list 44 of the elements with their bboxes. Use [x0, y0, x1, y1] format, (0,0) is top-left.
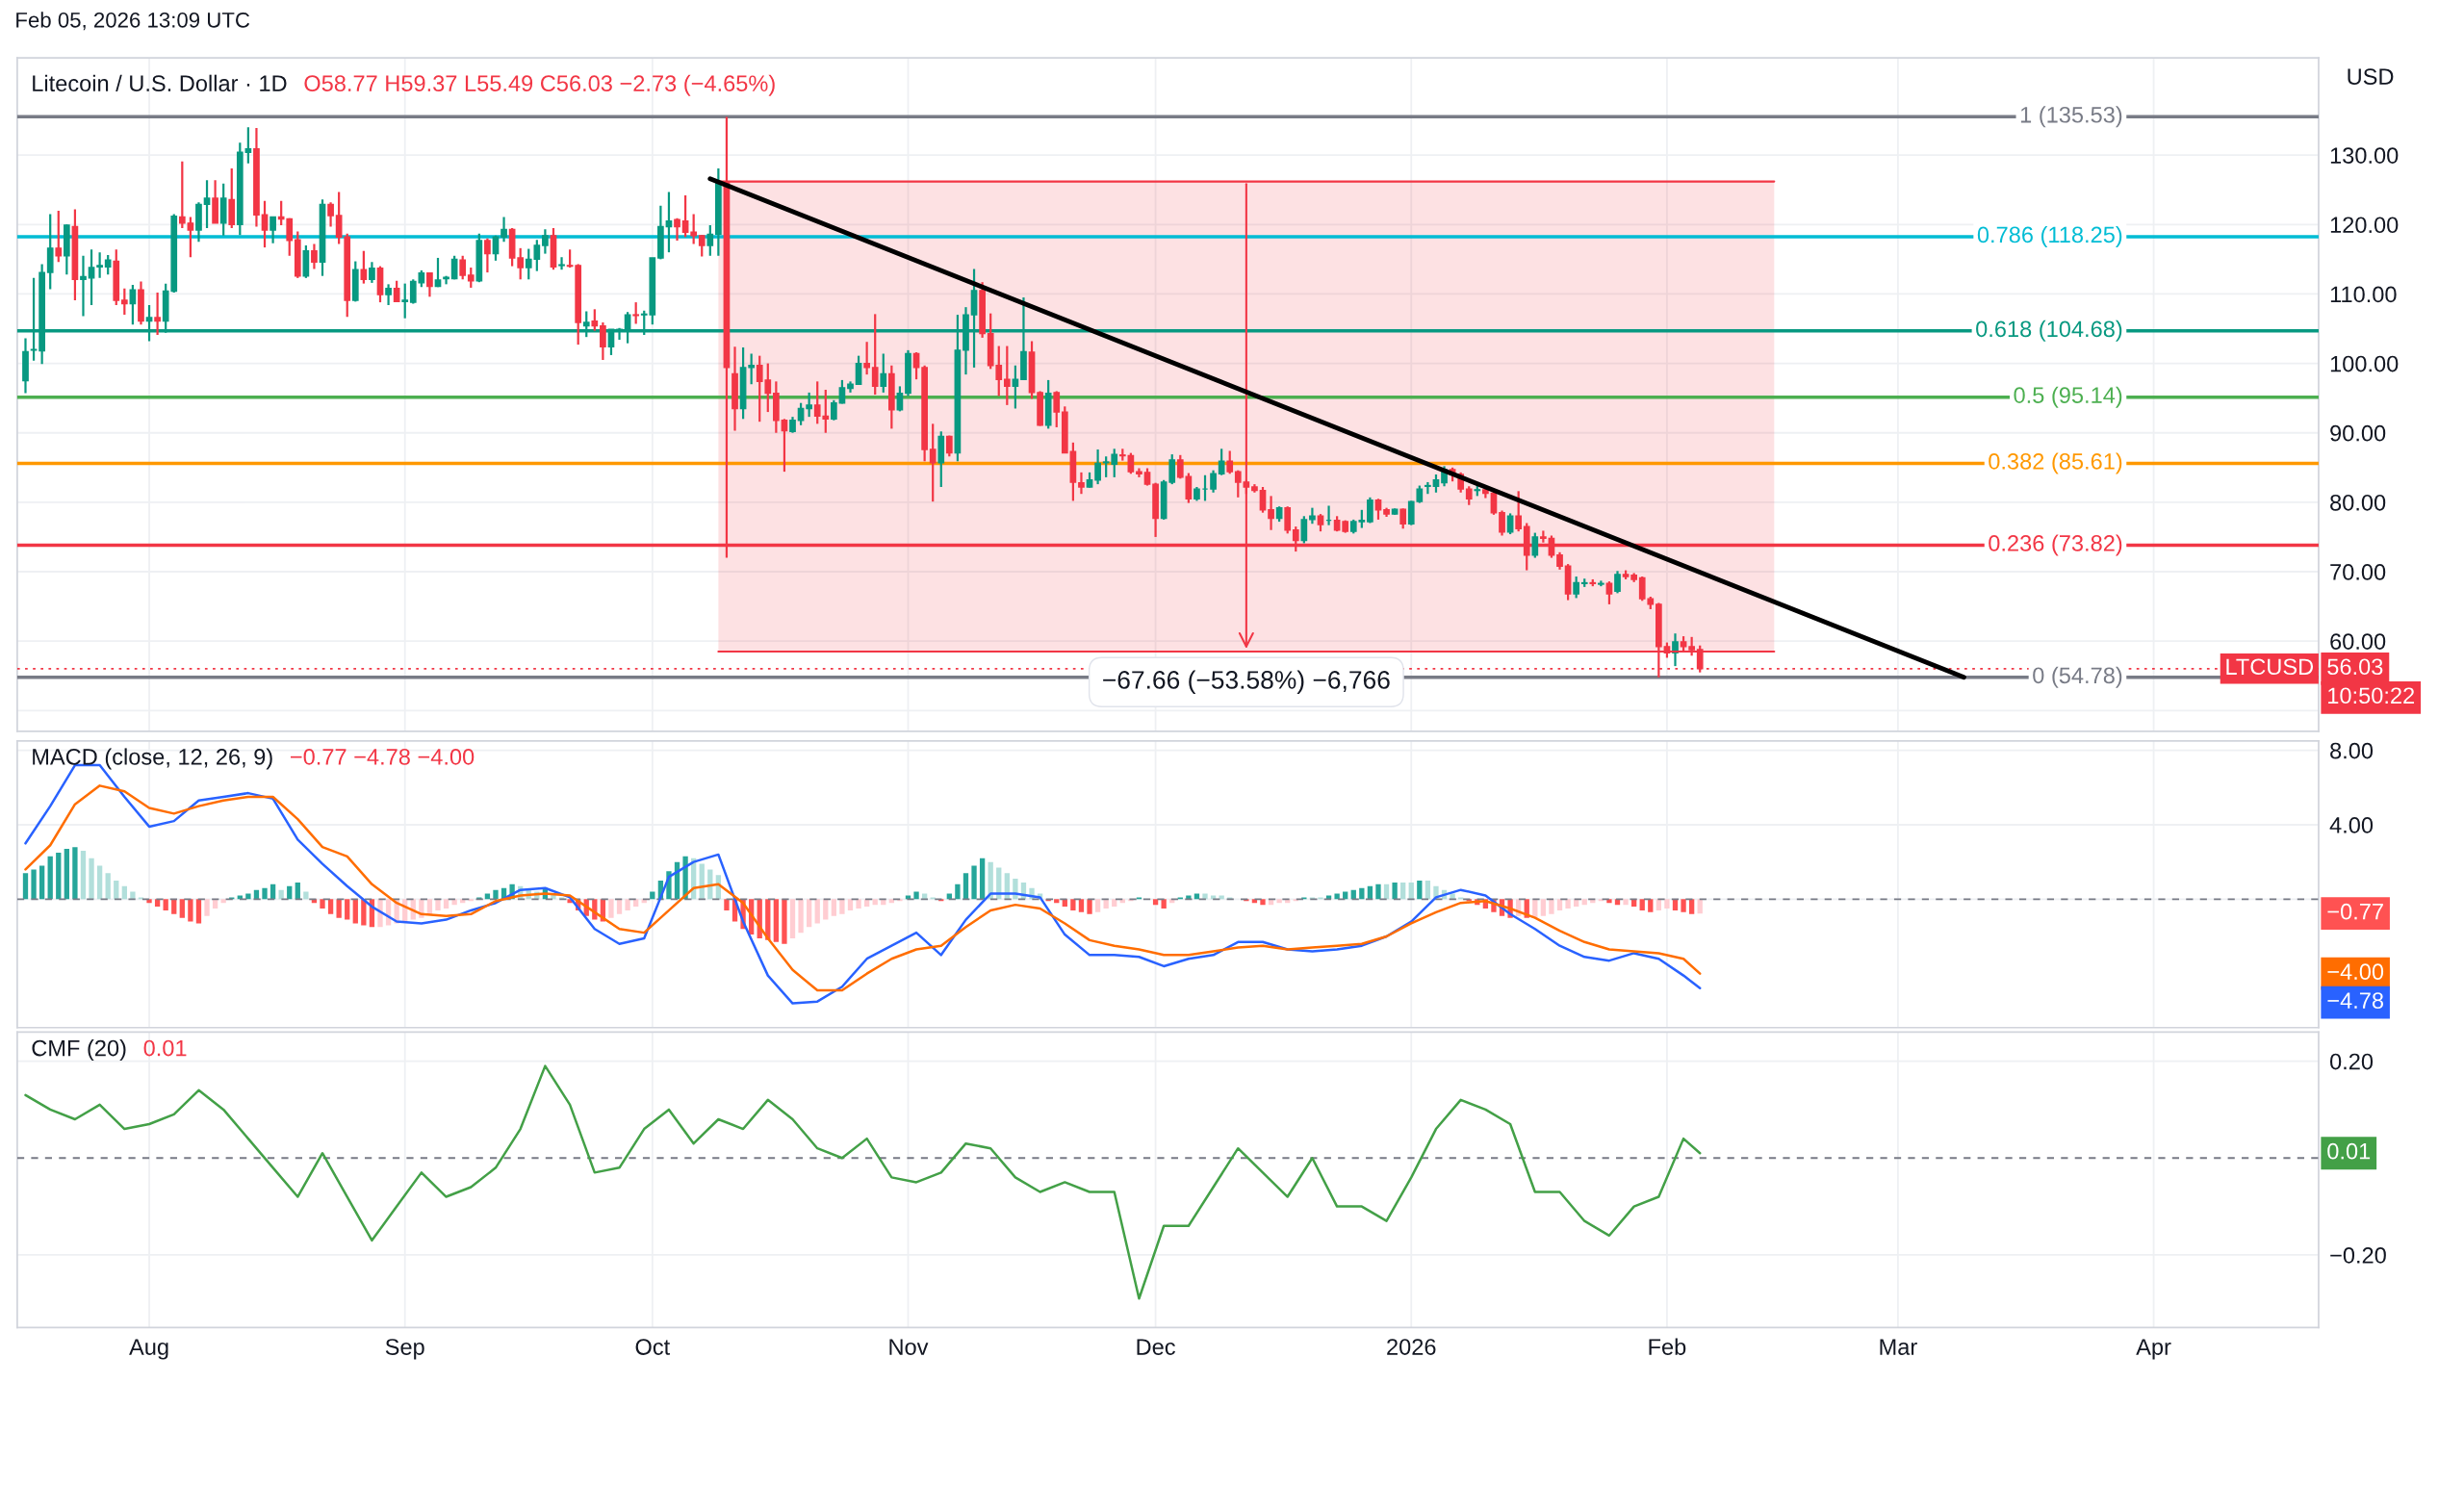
ref-line-label: 0.236 (73.82) [1989, 534, 2122, 556]
y-tick-label: 120.00 [2330, 217, 2399, 234]
ref-line-label: 0.786 (118.25) [1977, 225, 2122, 247]
ref-line-label: 0.382 (85.61) [1989, 452, 2122, 474]
x-tick-label: 2026 [1387, 1339, 1436, 1355]
text: −4.78 [2327, 992, 2384, 1010]
chart-subtitle: −0.77 −4.78 −4.00 [291, 749, 475, 765]
y-axis-title: USD [2348, 68, 2394, 86]
text: 0.01 [2327, 1142, 2371, 1160]
text: −0.77 [2327, 903, 2383, 920]
x-tick-label: Apr [2136, 1339, 2171, 1360]
y-tick-label: 130.00 [2330, 147, 2399, 164]
ref-line-label: 1 (135.53) [2020, 106, 2122, 128]
ref-line-label: LTCUSD [2226, 658, 2314, 676]
y-tick-label: 60.00 [2330, 633, 2386, 650]
text: O58.77 H59.37 L55.49 C56.03 −2.73 (−4.65%) [304, 74, 775, 96]
text: Feb 05, 2026 13:09 UTC [16, 12, 250, 31]
annotation: 10:50:22 [2328, 687, 2415, 704]
x-tick-label: Sep [385, 1339, 424, 1360]
x-tick-label: Oct [635, 1339, 670, 1355]
y-tick-label: 0.20 [2329, 1053, 2374, 1070]
annotation: 56.03 [2327, 658, 2383, 676]
y-tick-label: 8.00 [2330, 742, 2374, 759]
text: −4.00 [2327, 963, 2384, 981]
ref-line-label: 0 (54.78) [2033, 666, 2122, 688]
x-tick-label: Aug [129, 1339, 168, 1360]
y-tick-label: 70.00 [2330, 564, 2386, 580]
x-tick-label: Feb [1649, 1338, 1686, 1355]
y-tick-label: 110.00 [2330, 286, 2397, 303]
text: Litecoin / U.S. Dollar · 1D [33, 74, 287, 92]
x-tick-label: Dec [1137, 1339, 1175, 1355]
y-tick-label: −0.20 [2330, 1247, 2386, 1264]
chart-title: MACD (close, 12, 26, 9) [33, 748, 272, 770]
ref-line-label: 0.618 (104.68) [1976, 320, 2122, 342]
annotation: −67.66 (−53.58%) −6,766 [1103, 670, 1390, 694]
x-tick-label: Mar [1880, 1339, 1917, 1355]
ref-line-label: 0.5 (95.14) [2014, 386, 2122, 408]
x-tick-label: Nov [889, 1339, 929, 1355]
y-tick-label: 80.00 [2330, 494, 2386, 511]
y-tick-label: 100.00 [2330, 355, 2399, 372]
y-tick-label: 4.00 [2329, 817, 2374, 833]
chart-subtitle: 0.01 [143, 1039, 187, 1057]
y-tick-label: 90.00 [2330, 424, 2386, 442]
chart-title: CMF (20) [32, 1039, 126, 1062]
